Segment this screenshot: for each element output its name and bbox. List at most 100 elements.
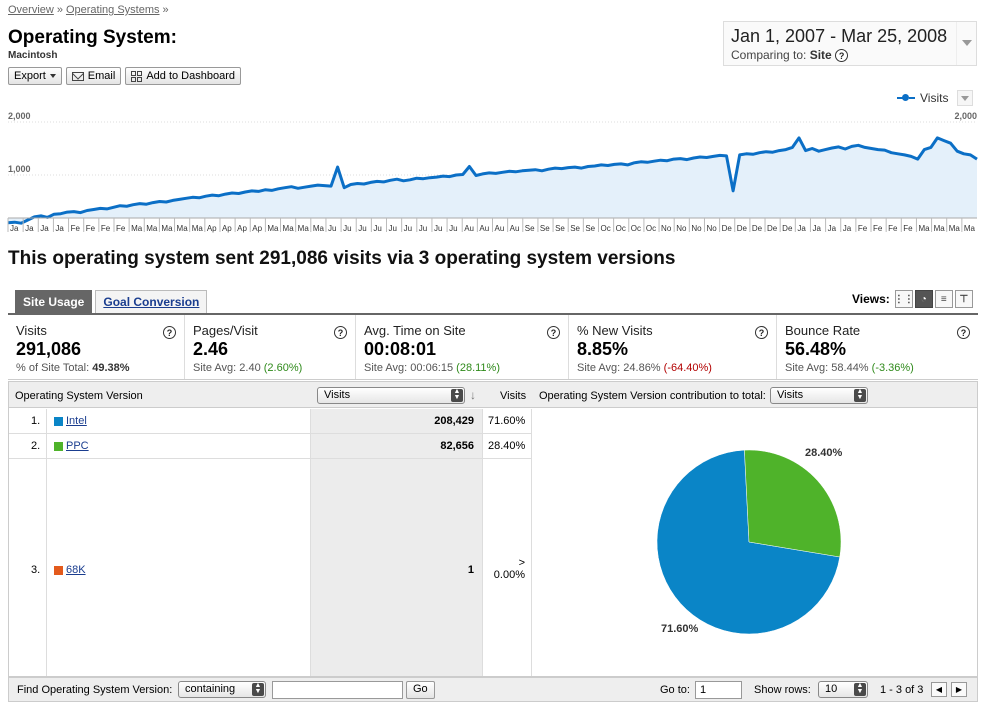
help-icon[interactable]: ? — [835, 49, 849, 63]
x-tick-label: No — [661, 224, 672, 233]
visits-area — [8, 137, 977, 224]
x-tick-label: Ma — [918, 224, 930, 233]
x-tick-label: Ju — [389, 224, 397, 233]
metric-sub-label: Site Avg: — [785, 362, 829, 374]
metric-bounce-rate: Bounce Rate 56.48% Site Avg: 58.44% (-3.… — [777, 315, 978, 379]
help-icon[interactable]: ? — [334, 326, 347, 339]
comparing-value: Site — [809, 48, 832, 62]
x-tick-label: De — [782, 224, 793, 233]
row-name-link[interactable]: PPC — [66, 440, 89, 452]
select-arrows-icon: ▲ ▼ — [252, 682, 264, 696]
x-tick-label: Oc — [631, 224, 641, 233]
row-name-link[interactable]: 68K — [66, 564, 86, 576]
metric-pages-per-visit: Pages/Visit 2.46 Site Avg: 2.40 (2.60%) … — [185, 315, 356, 379]
pie-slice-intel[interactable] — [656, 449, 841, 635]
x-tick-label: Ap — [237, 224, 247, 233]
metric-sub-label: Site Avg: — [364, 362, 408, 374]
x-tick-label: Fe — [116, 224, 126, 233]
export-button[interactable]: Export — [8, 67, 62, 85]
breadcrumb-link-operating-systems[interactable]: Operating Systems — [65, 4, 160, 16]
comparison-view-icon[interactable]: ⊤ — [954, 290, 973, 308]
x-tick-label: Ja — [55, 224, 64, 233]
pie-view-icon[interactable]: ◔ — [914, 290, 933, 308]
match-type-select[interactable]: containing ▲ ▼ — [178, 681, 266, 698]
goto-page-input[interactable] — [695, 681, 742, 699]
legend-label: Visits — [920, 91, 949, 105]
percent-column-header: Visits — [500, 390, 527, 402]
x-tick-label: Ju — [328, 224, 336, 233]
column-divider — [482, 409, 483, 676]
sorted-column-shade — [310, 409, 482, 676]
x-tick-label: Au — [510, 224, 520, 233]
select-arrows-icon: ▲ ▼ — [854, 682, 866, 696]
dimension-column-header[interactable]: Operating System Version — [15, 390, 143, 402]
date-range-dropdown-arrow[interactable] — [956, 22, 976, 65]
prev-page-icon[interactable]: ◀ — [931, 682, 947, 697]
row-visits: 82,656 — [440, 440, 474, 452]
table-view-icon[interactable]: ⋮⋮ — [894, 290, 914, 308]
x-tick-label: Au — [479, 224, 489, 233]
breadcrumb: Overview» Operating Systems» — [8, 4, 172, 16]
column-divider — [310, 409, 311, 676]
metric-sub: Site Avg: 2.40 (2.60%) — [193, 362, 347, 374]
pie-slice-ppc[interactable] — [744, 449, 842, 558]
help-icon[interactable]: ? — [957, 326, 970, 339]
x-tick-label: Ju — [373, 224, 381, 233]
x-tick-label: Fe — [873, 224, 883, 233]
x-tick-label: Oc — [600, 224, 610, 233]
add-to-dashboard-button[interactable]: Add to Dashboard — [125, 67, 241, 85]
tab-divider — [8, 313, 978, 315]
metric-value: 2.46 — [193, 339, 229, 359]
find-input[interactable] — [272, 681, 403, 699]
metric-name: Pages/Visit — [193, 323, 258, 338]
breadcrumb-separator: » — [162, 4, 169, 16]
table-header: Operating System Version Visits ▲ ▼ ↓ Vis… — [9, 382, 977, 408]
metric-sub-value: 2.40 — [239, 362, 261, 374]
x-tick-label: Ju — [358, 224, 366, 233]
y-tick-label-left: 2,000 — [8, 111, 31, 121]
email-button[interactable]: Email — [65, 67, 122, 85]
help-icon[interactable]: ? — [547, 326, 560, 339]
x-tick-label: Ma — [146, 224, 158, 233]
pie-slice-label: 71.60% — [661, 623, 699, 635]
help-icon[interactable]: ? — [163, 326, 176, 339]
contribution-metric-select[interactable]: Visits ▲ ▼ — [770, 387, 868, 404]
metric-sub-value: 49.38% — [92, 362, 130, 374]
performance-view-icon[interactable]: ≡ — [934, 290, 953, 308]
next-page-icon[interactable]: ▶ — [951, 682, 967, 697]
row-name-link[interactable]: Intel — [66, 415, 87, 427]
x-tick-label: No — [676, 224, 687, 233]
row-rank: 1. — [31, 415, 41, 427]
x-tick-label: Fe — [101, 224, 111, 233]
pie-slice-label: 28.40% — [805, 447, 843, 459]
sort-down-icon[interactable]: ↓ — [470, 388, 476, 402]
select-arrows-icon: ▲ ▼ — [854, 388, 866, 402]
metric-name: Bounce Rate — [785, 323, 861, 338]
x-tick-label: Fe — [86, 224, 96, 233]
data-table: Operating System Version Visits ▲ ▼ ↓ Vis… — [8, 381, 978, 677]
x-tick-label: Ma — [267, 224, 279, 233]
row-color-swatch — [54, 442, 63, 451]
x-tick-label: Ju — [449, 224, 457, 233]
metric-sub: Site Avg: 58.44% (-3.36%) — [785, 362, 970, 374]
views-label: Views: — [852, 292, 890, 306]
row-color-swatch — [54, 566, 63, 575]
x-tick-label: De — [767, 224, 778, 233]
x-tick-label: Ja — [843, 224, 852, 233]
tab-site-usage[interactable]: Site Usage — [15, 290, 93, 313]
comparing-to: Comparing to: Site ? — [731, 48, 849, 63]
x-tick-label: No — [706, 224, 717, 233]
x-tick-label: Se — [570, 224, 580, 233]
graph-metric-dropdown[interactable] — [957, 90, 974, 106]
show-rows-select[interactable]: 10 ▲ ▼ — [818, 681, 868, 698]
tab-goal-conversion[interactable]: Goal Conversion — [95, 290, 208, 313]
date-range-picker[interactable]: Jan 1, 2007 - Mar 25, 2008 Comparing to:… — [723, 21, 977, 66]
column-divider — [46, 409, 47, 676]
metric-column-select[interactable]: Visits ▲ ▼ — [317, 387, 465, 404]
breadcrumb-link-overview[interactable]: Overview — [8, 4, 54, 16]
help-icon[interactable]: ? — [755, 326, 768, 339]
metric-sub-label: % of Site Total: — [16, 362, 90, 374]
x-tick-label: Au — [464, 224, 474, 233]
pagination-range: 1 - 3 of 3 — [880, 684, 924, 696]
find-go-button[interactable]: Go — [406, 681, 435, 699]
